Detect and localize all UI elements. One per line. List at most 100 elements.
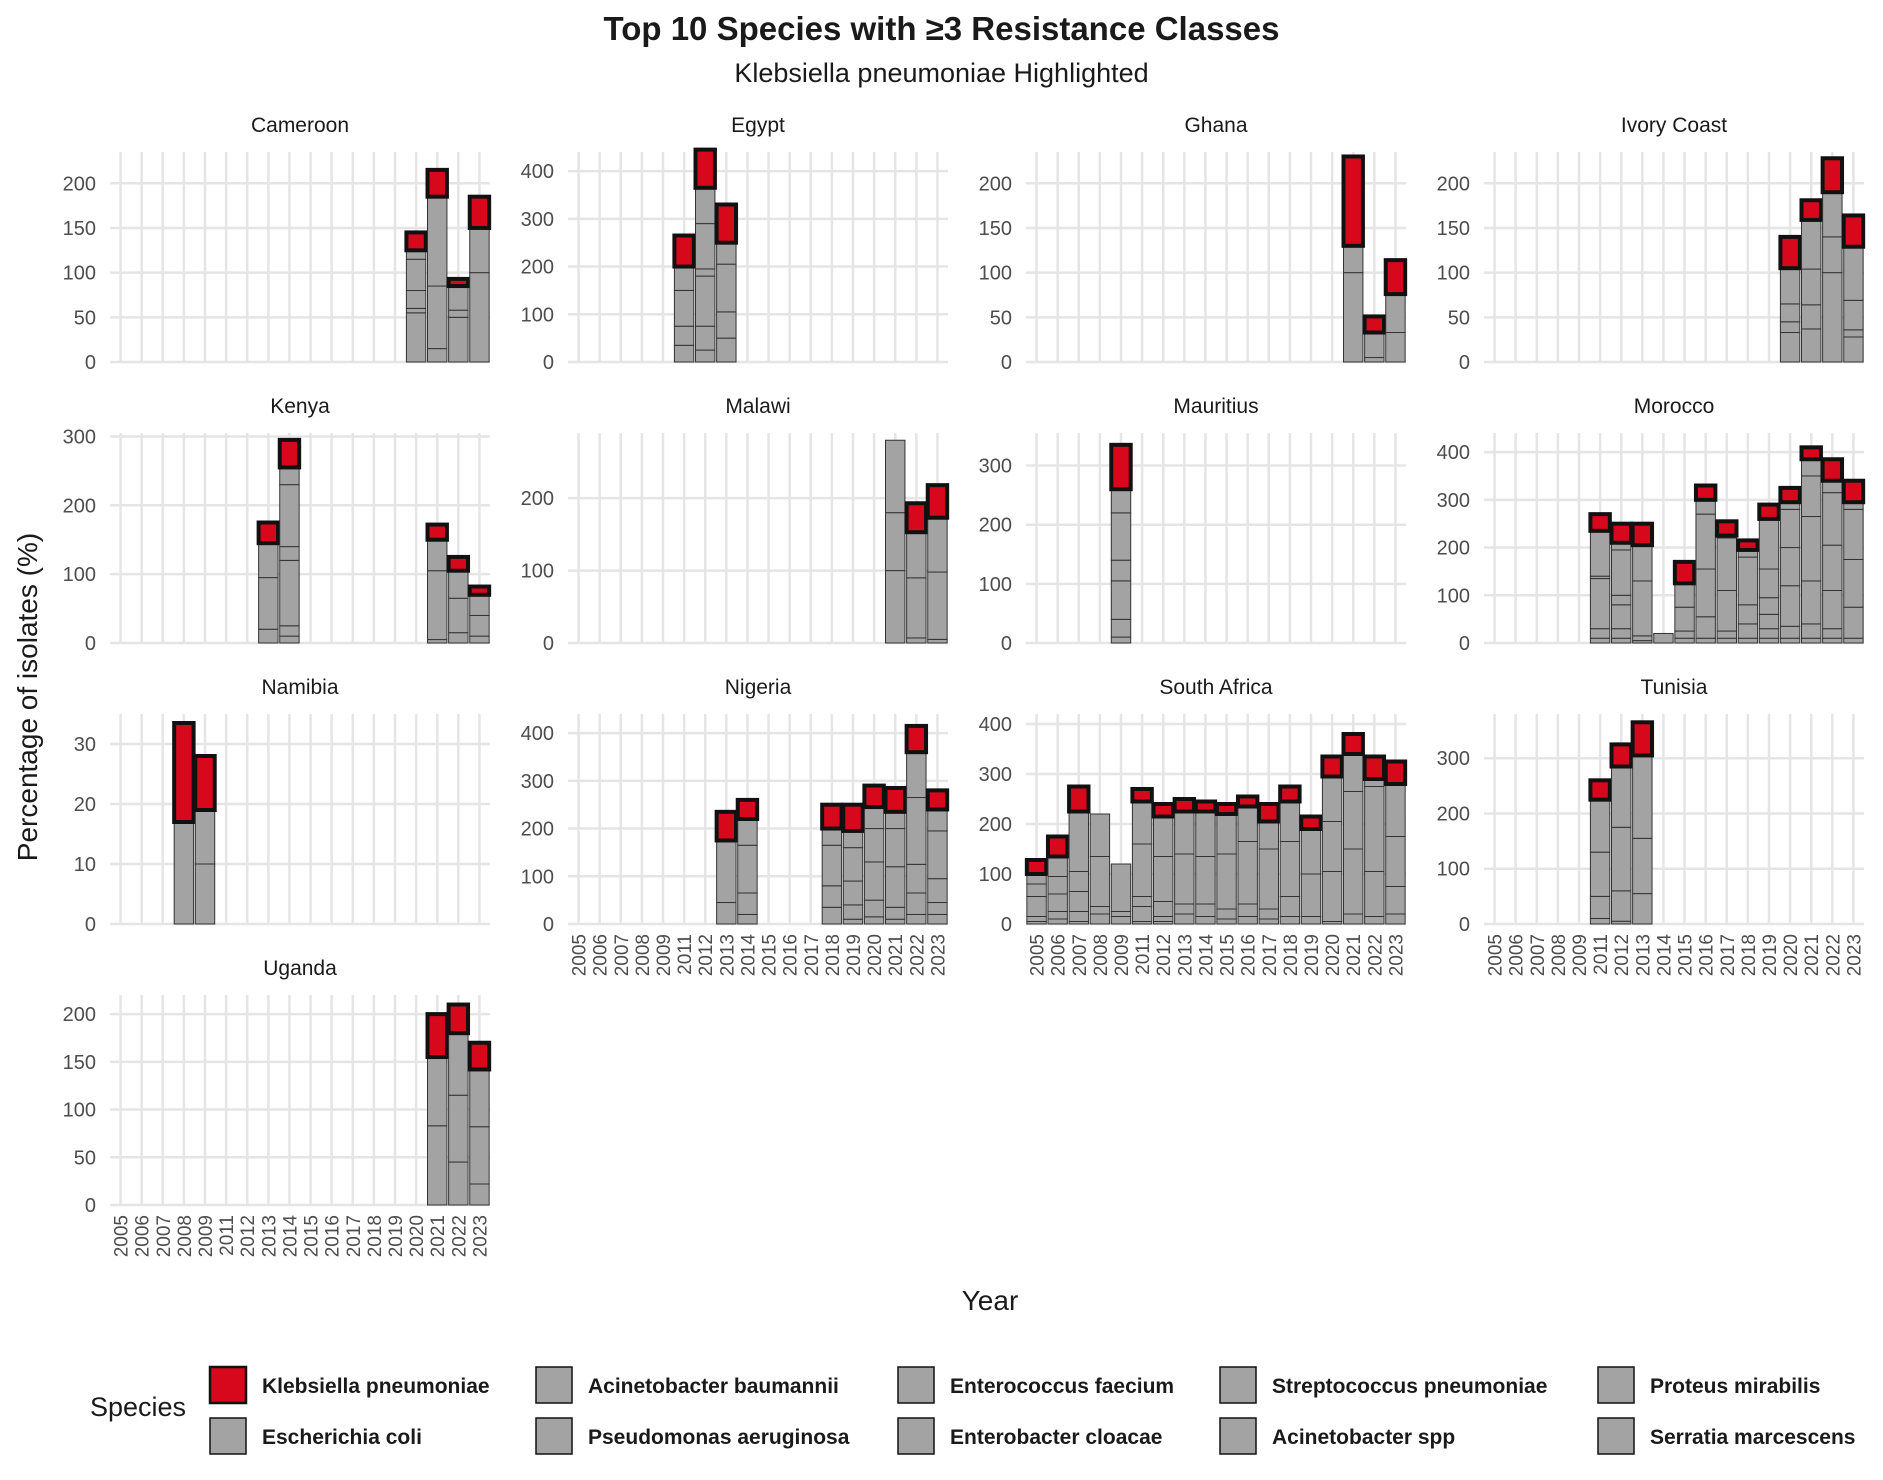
panel-title-ghana: Ghana: [1184, 114, 1247, 137]
legend-label: Klebsiella pneumoniae: [262, 1375, 490, 1398]
y-tick-label: 50: [74, 1147, 96, 1169]
bar-segment-other: [1195, 856, 1216, 905]
bar-segment-klebsiella: [693, 147, 717, 190]
panel-title-egypt: Egypt: [731, 114, 785, 137]
y-tick-label: 100: [63, 263, 96, 285]
bar-segment-other: [469, 594, 490, 616]
bar-segment-other: [1758, 518, 1780, 570]
panel-title-south-africa: South Africa: [1159, 676, 1273, 699]
bar-segment-other: [842, 880, 864, 906]
bar-segment-other: [842, 918, 864, 925]
y-tick-label: 150: [63, 218, 96, 240]
x-tick-label: 2019: [844, 934, 865, 976]
x-tick-label: 2021: [1802, 934, 1823, 976]
bar-segment-other: [716, 337, 737, 363]
x-tick-label: 2021: [1344, 934, 1365, 976]
bar-segment-klebsiella: [862, 783, 886, 810]
bar-segment-other: [716, 311, 737, 339]
bar-segment-other: [1632, 544, 1653, 582]
bar-segment-other: [1068, 871, 1089, 892]
bar-segment-other: [1237, 841, 1258, 905]
x-tick-label: 2006: [591, 934, 612, 976]
x-tick-label: 2012: [1154, 934, 1175, 976]
y-tick-label: 300: [63, 426, 96, 448]
bar-segment-klebsiella: [467, 584, 492, 597]
bar-segment-other: [1110, 916, 1132, 925]
x-tick-label: 2013: [717, 934, 738, 976]
bar-segment-other: [1843, 558, 1864, 608]
bar-segment-other: [1801, 580, 1822, 625]
x-tick-label: 2016: [781, 934, 802, 976]
x-tick-label: 2022: [449, 1215, 470, 1257]
x-tick-label: 2019: [386, 1215, 407, 1257]
bar-segment-klebsiella: [1341, 732, 1365, 756]
bar-segment-other: [842, 847, 864, 882]
bar-segment-other: [1843, 329, 1864, 338]
y-tick-label: 100: [1437, 263, 1470, 285]
bar-segment-other: [1195, 903, 1216, 917]
bar-segment-other: [1611, 826, 1632, 892]
bar-segment-other: [1674, 637, 1695, 644]
x-tick-label: 2019: [1302, 934, 1323, 976]
panel-title-malawi: Malawi: [725, 395, 790, 418]
bar-segment-other: [1653, 632, 1674, 644]
bar-segment-other: [1758, 637, 1780, 644]
y-tick-label: 300: [979, 764, 1012, 786]
bar-segment-other: [1131, 801, 1153, 845]
bar-segment-other: [1153, 856, 1174, 902]
x-tick-label: 2009: [196, 1215, 217, 1257]
bar-segment-other: [1153, 816, 1174, 857]
bar-segment-other: [821, 828, 843, 846]
y-tick-label: 100: [521, 304, 554, 326]
bar-segment-other: [1068, 811, 1089, 872]
bar-segment-klebsiella: [1235, 794, 1260, 809]
y-tick-label: 200: [1437, 803, 1470, 825]
bar-segment-other: [1026, 916, 1047, 922]
bar-segment-other: [1131, 843, 1153, 897]
bar-segment-other: [1385, 836, 1406, 887]
bar-segment-klebsiella: [714, 202, 739, 245]
x-tick-label: 2016: [1697, 934, 1718, 976]
bar-segment-other: [1589, 530, 1611, 577]
bar-segment-other: [1801, 637, 1822, 644]
bar-segment-klebsiella: [1172, 797, 1197, 814]
bar-segment-other: [885, 866, 906, 908]
bar-segment-other: [1758, 568, 1780, 599]
x-tick-label: 2005: [1028, 934, 1049, 976]
bar-segment-klebsiella: [1109, 442, 1133, 492]
x-tick-label: 2007: [612, 934, 633, 976]
bar-segment-other: [737, 844, 758, 894]
bar-segment-other: [821, 906, 843, 925]
bar-segment-other: [1674, 606, 1695, 632]
bar-segment-klebsiella: [172, 721, 196, 824]
legend-swatch: [208, 1365, 248, 1405]
bar-segment-other: [863, 806, 885, 830]
bar-segment-other: [1822, 544, 1843, 592]
bar-segment-klebsiella: [925, 483, 950, 520]
y-tick-label: 0: [543, 352, 554, 374]
x-tick-label: 2007: [154, 1215, 175, 1257]
bar-segment-other: [448, 632, 469, 644]
y-tick-label: 0: [1459, 352, 1470, 374]
bar-segment-other: [405, 312, 427, 363]
y-tick-label: 300: [521, 209, 554, 231]
legend-label: Pseudomonas aeruginosa: [588, 1426, 850, 1449]
y-tick-label: 200: [979, 814, 1012, 836]
bar-segment-klebsiella: [1841, 478, 1866, 505]
x-tick-label: 2020: [865, 934, 886, 976]
bar-segment-other: [1089, 813, 1111, 857]
bar-segment-other: [1300, 916, 1322, 925]
bar-segment-other: [194, 863, 216, 925]
bar-segment-other: [1801, 458, 1822, 477]
x-tick-label: 2007: [1528, 934, 1549, 976]
bar-segment-klebsiella: [820, 802, 844, 831]
bar-segment-other: [695, 187, 716, 225]
bar-segment-other: [1068, 891, 1089, 912]
bar-segment-other: [1321, 871, 1343, 922]
bar-segment-other: [1174, 853, 1195, 905]
x-tick-label: 2013: [259, 1215, 280, 1257]
bar-segment-klebsiella: [467, 1040, 492, 1072]
bar-segment-other: [695, 349, 716, 363]
bar-segment-other: [737, 892, 758, 915]
